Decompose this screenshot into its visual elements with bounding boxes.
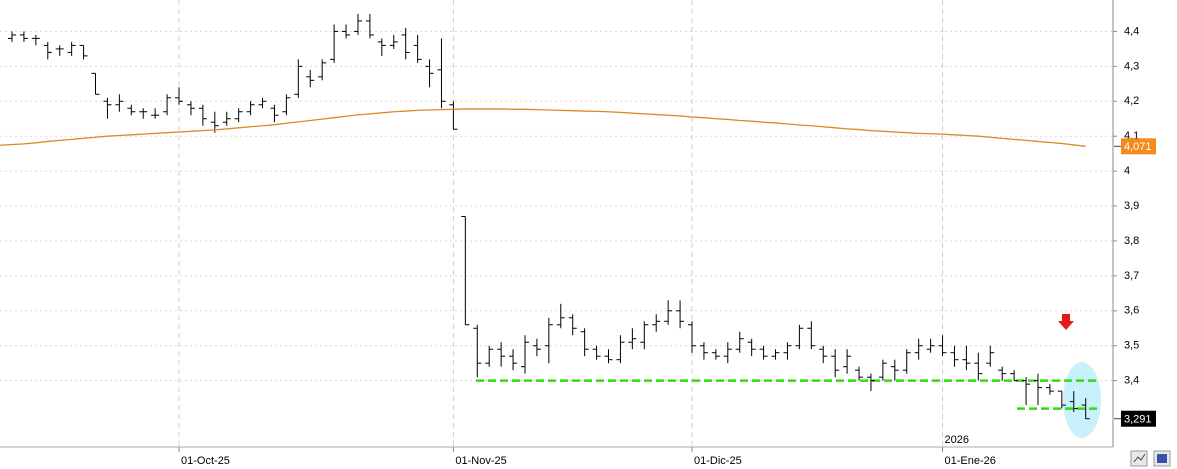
- y-tick-label: 3,4: [1124, 375, 1139, 387]
- x-tick-label: 01-Dic-25: [694, 455, 742, 467]
- signal-arrow: [1058, 314, 1074, 330]
- toolbar-icon: [1157, 454, 1167, 463]
- toolbar-icon: [1133, 453, 1146, 463]
- x-tick-label: 01-Nov-25: [455, 455, 506, 467]
- last-value-label: 3,291: [1124, 414, 1152, 426]
- toolbar: [1130, 450, 1171, 467]
- year-label: 2026: [945, 434, 969, 446]
- ohlc-series: [8, 13, 1090, 420]
- y-tick-label: 4: [1124, 165, 1130, 177]
- x-tick-label: 01-Oct-25: [181, 455, 230, 467]
- y-tick-label: 3,5: [1124, 340, 1139, 352]
- y-tick-label: 4,2: [1124, 95, 1139, 107]
- last-value-box: [1121, 410, 1156, 427]
- y-tick-label: 3,6: [1124, 305, 1139, 317]
- last-value-label: 4,071: [1124, 141, 1152, 153]
- last-value-box: [1121, 138, 1156, 155]
- x-tick-label: 01-Ene-26: [945, 455, 996, 467]
- highlight-ellipse: [1063, 362, 1101, 438]
- y-tick-label: 3,8: [1124, 235, 1139, 247]
- y-tick-label: 4,3: [1124, 60, 1139, 72]
- y-tick-label: 3,9: [1124, 200, 1139, 212]
- y-tick-label: 3,7: [1124, 270, 1139, 282]
- y-tick-label: 4,4: [1124, 25, 1139, 37]
- moving-average: [0, 108, 1086, 147]
